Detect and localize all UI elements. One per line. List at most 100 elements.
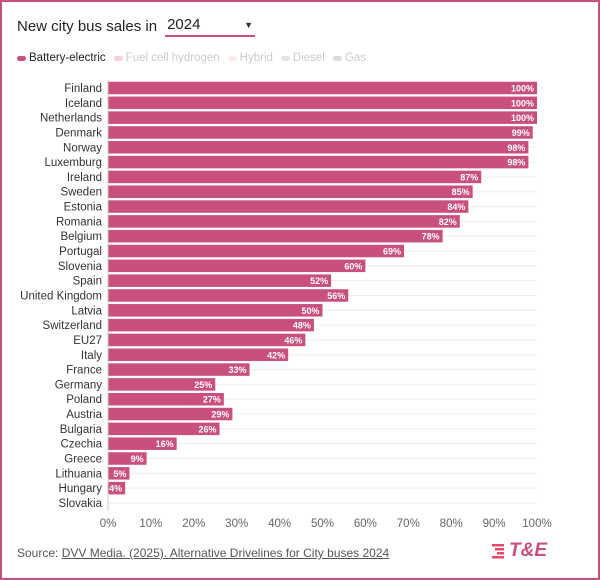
legend-swatch xyxy=(280,55,290,61)
data-label: 9% xyxy=(131,454,144,464)
category-label: Belgium xyxy=(60,231,102,243)
chevron-down-icon: ▼ xyxy=(244,19,254,30)
category-label: Luxemburg xyxy=(44,157,102,169)
bar xyxy=(108,392,224,406)
category-label: Latvia xyxy=(71,305,102,317)
chart-title: New city bus sales in xyxy=(17,18,158,35)
data-label: 99% xyxy=(512,128,530,138)
legend-item[interactable]: Fuel cell hydrogen xyxy=(113,52,220,64)
data-label: 98% xyxy=(507,158,525,168)
category-label: Slovakia xyxy=(59,498,103,510)
category-label: Denmark xyxy=(55,127,102,139)
year-dropdown[interactable]: 2024 ▼ xyxy=(165,16,256,37)
bar xyxy=(108,126,533,139)
data-label: 98% xyxy=(507,143,525,153)
legend-label: Battery-electric xyxy=(29,52,106,64)
source-prefix: Source: xyxy=(17,546,59,560)
bar xyxy=(108,170,482,184)
bar xyxy=(108,407,233,421)
category-label: Poland xyxy=(66,394,102,406)
x-tick-label: 50% xyxy=(311,518,334,530)
category-label: Sweden xyxy=(60,187,102,199)
bar xyxy=(108,155,529,169)
category-label: Estonia xyxy=(64,202,103,214)
category-label: Finland xyxy=(64,83,102,95)
x-tick-label: 20% xyxy=(182,518,205,530)
data-label: 16% xyxy=(156,439,174,449)
logo-text: T&E xyxy=(509,540,547,561)
bar xyxy=(108,481,126,495)
source-link[interactable]: DVV Media. (2025). Alternative Driveline… xyxy=(61,546,390,560)
data-label: 87% xyxy=(460,172,478,182)
data-label: 50% xyxy=(301,306,319,316)
legend-label: Diesel xyxy=(292,52,325,64)
bar xyxy=(108,96,537,110)
bar xyxy=(108,215,460,228)
data-label: 69% xyxy=(383,247,401,257)
category-label: Iceland xyxy=(65,98,102,110)
data-label: 60% xyxy=(344,261,362,271)
data-label: 27% xyxy=(203,395,221,405)
category-label: Norway xyxy=(63,142,102,154)
data-label: 100% xyxy=(511,84,534,94)
x-tick-label: 60% xyxy=(354,518,377,530)
x-tick-label: 30% xyxy=(225,518,248,530)
legend-swatch xyxy=(227,55,237,61)
legend-item[interactable]: Diesel xyxy=(280,52,325,64)
bar xyxy=(108,259,366,273)
legend-item[interactable]: Hybrid xyxy=(227,52,273,64)
legend-label: Gas xyxy=(344,52,366,64)
bar xyxy=(108,318,314,332)
data-label: 42% xyxy=(267,350,285,360)
data-label: 78% xyxy=(422,232,440,242)
category-label: Bulgaria xyxy=(60,424,103,436)
x-tick-label: 10% xyxy=(139,518,162,530)
bar xyxy=(108,111,537,124)
category-label: Romania xyxy=(56,216,103,228)
bar xyxy=(108,185,473,198)
category-label: Ireland xyxy=(67,172,102,184)
data-label: 25% xyxy=(194,380,212,390)
data-label: 52% xyxy=(310,276,328,286)
bar xyxy=(108,467,130,480)
x-tick-label: 80% xyxy=(440,518,463,530)
legend-label: Fuel cell hydrogen xyxy=(125,52,220,64)
data-label: 5% xyxy=(113,469,126,479)
category-label: Spain xyxy=(73,276,102,288)
chart-title-row: New city bus sales in 2024 ▼ xyxy=(17,16,256,37)
bar xyxy=(108,437,177,450)
category-label: Austria xyxy=(66,409,102,421)
x-tick-label: 70% xyxy=(397,518,420,530)
category-label: Slovenia xyxy=(58,261,103,273)
bar xyxy=(108,333,306,347)
logo-stripes-icon xyxy=(492,544,504,559)
x-tick-label: 100% xyxy=(522,518,551,530)
data-label: 100% xyxy=(511,98,534,108)
category-label: Germany xyxy=(55,379,103,391)
category-label: EU27 xyxy=(73,335,102,347)
data-label: 100% xyxy=(511,113,534,123)
legend: Battery-electric Fuel cell hydrogen Hybrid… xyxy=(17,52,366,64)
legend-swatch xyxy=(113,55,123,61)
category-label: Lithuania xyxy=(55,468,102,480)
legend-item[interactable]: Gas xyxy=(332,52,366,64)
data-label: 56% xyxy=(327,291,345,301)
bar xyxy=(108,229,443,243)
bar-chart: Finland 100% Iceland 100% Netherlands 100% Den… xyxy=(20,80,552,530)
legend-swatch xyxy=(17,55,26,61)
legend-item[interactable]: Battery-electric xyxy=(17,52,106,64)
category-label: France xyxy=(66,365,102,377)
category-label: Switzerland xyxy=(43,320,102,332)
bar xyxy=(108,274,332,287)
bar xyxy=(108,422,220,436)
bar xyxy=(108,200,469,213)
data-label: 48% xyxy=(293,321,311,331)
category-label: Italy xyxy=(81,350,102,362)
data-label: 26% xyxy=(199,424,217,434)
data-label: 4% xyxy=(109,484,122,494)
data-label: 82% xyxy=(439,217,457,227)
legend-label: Hybrid xyxy=(239,52,273,64)
category-label: Portugal xyxy=(59,246,102,258)
bar xyxy=(108,363,250,376)
